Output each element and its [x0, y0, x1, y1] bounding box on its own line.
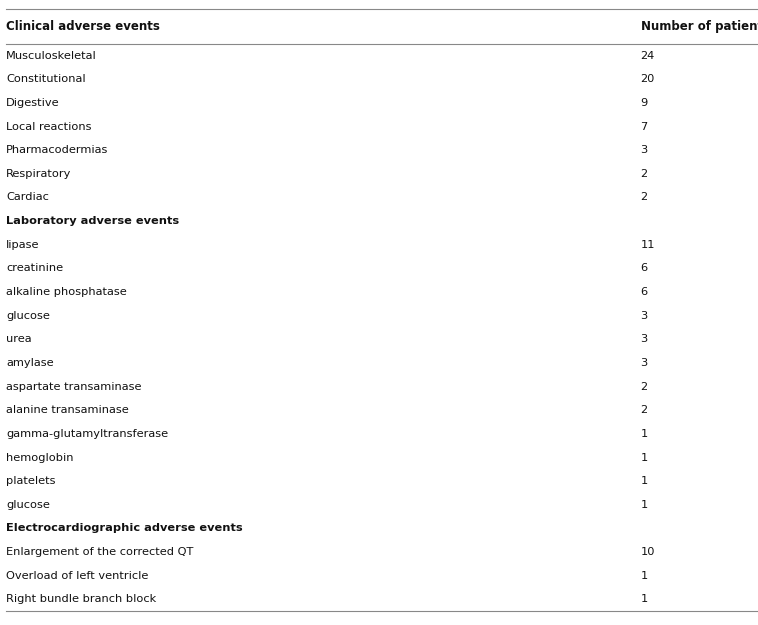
Text: 3: 3	[641, 358, 648, 368]
Text: Overload of left ventricle: Overload of left ventricle	[6, 571, 149, 581]
Text: Constitutional: Constitutional	[6, 74, 86, 84]
Text: Laboratory adverse events: Laboratory adverse events	[6, 216, 179, 226]
Text: 3: 3	[641, 334, 648, 344]
Text: 6: 6	[641, 263, 647, 273]
Text: 20: 20	[641, 74, 655, 84]
Text: 2: 2	[641, 405, 647, 415]
Text: glucose: glucose	[6, 500, 50, 510]
Text: hemoglobin: hemoglobin	[6, 452, 74, 462]
Text: amylase: amylase	[6, 358, 54, 368]
Text: 11: 11	[641, 240, 655, 250]
Text: 1: 1	[641, 500, 648, 510]
Text: 1: 1	[641, 571, 648, 581]
Text: 1: 1	[641, 476, 648, 486]
Text: Number of patients: Number of patients	[641, 20, 758, 33]
Text: Pharmacodermias: Pharmacodermias	[6, 145, 108, 155]
Text: 6: 6	[641, 287, 647, 297]
Text: Clinical adverse events: Clinical adverse events	[6, 20, 160, 33]
Text: 1: 1	[641, 594, 648, 604]
Text: alanine transaminase: alanine transaminase	[6, 405, 129, 415]
Text: Local reactions: Local reactions	[6, 121, 92, 131]
Text: Enlargement of the corrected QT: Enlargement of the corrected QT	[6, 547, 193, 557]
Text: 2: 2	[641, 192, 647, 202]
Text: Musculoskeletal: Musculoskeletal	[6, 51, 97, 61]
Text: 1: 1	[641, 452, 648, 462]
Text: lipase: lipase	[6, 240, 39, 250]
Text: 3: 3	[641, 145, 648, 155]
Text: 9: 9	[641, 98, 648, 108]
Text: 2: 2	[641, 382, 647, 392]
Text: glucose: glucose	[6, 311, 50, 321]
Text: 3: 3	[641, 311, 648, 321]
Text: alkaline phosphatase: alkaline phosphatase	[6, 287, 127, 297]
Text: 10: 10	[641, 547, 655, 557]
Text: 2: 2	[641, 169, 647, 179]
Text: Respiratory: Respiratory	[6, 169, 71, 179]
Text: platelets: platelets	[6, 476, 55, 486]
Text: gamma-glutamyltransferase: gamma-glutamyltransferase	[6, 429, 168, 439]
Text: Right bundle branch block: Right bundle branch block	[6, 594, 156, 604]
Text: Electrocardiographic adverse events: Electrocardiographic adverse events	[6, 524, 243, 534]
Text: 24: 24	[641, 51, 655, 61]
Text: Digestive: Digestive	[6, 98, 60, 108]
Text: Cardiac: Cardiac	[6, 192, 49, 202]
Text: creatinine: creatinine	[6, 263, 63, 273]
Text: aspartate transaminase: aspartate transaminase	[6, 382, 142, 392]
Text: urea: urea	[6, 334, 32, 344]
Text: 1: 1	[641, 429, 648, 439]
Text: 7: 7	[641, 121, 648, 131]
